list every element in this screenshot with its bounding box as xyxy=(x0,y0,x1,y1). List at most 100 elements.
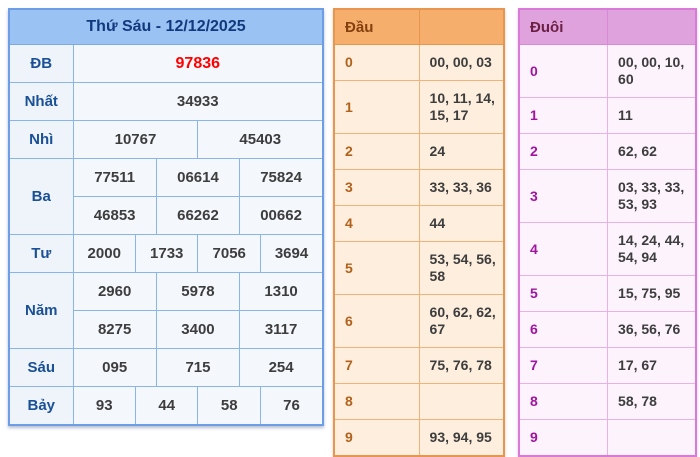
dau-row: 0 00, 00, 03 xyxy=(333,44,505,81)
dau-row: 9 93, 94, 95 xyxy=(333,419,505,457)
digit-cell: 5 xyxy=(518,275,609,312)
prize-value: 66262 xyxy=(155,196,241,235)
digit-cell: 0 xyxy=(333,44,420,81)
dau-header-empty xyxy=(418,8,505,45)
prize-value: 3694 xyxy=(259,234,324,273)
prize-row-bay: Bảy 93 44 58 76 xyxy=(8,386,324,426)
values-cell: 10, 11, 14, 15, 17 xyxy=(418,80,505,134)
prize-value: 76 xyxy=(259,386,324,426)
values-cell: 15, 75, 95 xyxy=(607,275,697,312)
prize-value: 75824 xyxy=(239,158,324,197)
duoi-header-empty xyxy=(607,8,697,45)
prize-label: Tư xyxy=(8,234,74,273)
digit-cell: 7 xyxy=(518,347,609,384)
values-cell: 14, 24, 44, 54, 94 xyxy=(607,222,697,276)
prize-value: 10767 xyxy=(72,120,199,159)
duoi-row: 7 17, 67 xyxy=(518,347,697,384)
prize-value: 2000 xyxy=(72,234,136,273)
values-cell: 24 xyxy=(418,133,505,170)
dau-row: 6 60, 62, 62, 67 xyxy=(333,294,505,348)
values-cell xyxy=(607,419,697,457)
prize-row-nam: Năm 2960 5978 1310 xyxy=(8,272,324,349)
values-cell: 11 xyxy=(607,97,697,134)
digit-cell: 6 xyxy=(333,294,420,348)
prize-label: Nhì xyxy=(8,120,74,159)
duoi-row: 6 36, 56, 76 xyxy=(518,311,697,348)
prize-row-nam-2: 8275 3400 3117 xyxy=(9,310,324,349)
prize-value: 93 xyxy=(72,386,136,426)
duoi-row: 1 11 xyxy=(518,97,697,134)
values-cell: 75, 76, 78 xyxy=(418,347,505,384)
prize-value: 8275 xyxy=(72,310,157,349)
digit-cell: 6 xyxy=(518,311,609,348)
values-cell: 00, 00, 10, 60 xyxy=(607,44,697,98)
special-prize-value: 97836 xyxy=(72,44,324,83)
prize-value: 45403 xyxy=(197,120,324,159)
values-cell: 17, 67 xyxy=(607,347,697,384)
values-cell: 53, 54, 56, 58 xyxy=(418,241,505,295)
prize-value: 44 xyxy=(134,386,199,426)
prize-row-ba: Ba 77511 06614 75824 xyxy=(8,158,324,235)
duoi-row: 8 58, 78 xyxy=(518,383,697,420)
prize-value: 34933 xyxy=(72,82,324,121)
values-cell xyxy=(418,383,505,420)
digit-cell: 9 xyxy=(518,419,609,457)
prize-value: 77511 xyxy=(72,158,157,197)
dau-header-row: Đầu xyxy=(333,8,505,45)
prize-value: 254 xyxy=(239,348,324,387)
values-cell: 00, 00, 03 xyxy=(418,44,505,81)
values-cell: 03, 33, 33, 53, 93 xyxy=(607,169,697,223)
duoi-row: 2 62, 62 xyxy=(518,133,697,170)
prize-value: 3400 xyxy=(155,310,241,349)
prize-row-tu: Tư 2000 1733 7056 3694 xyxy=(8,234,324,273)
dau-row: 8 xyxy=(333,383,505,420)
digit-cell: 9 xyxy=(333,419,420,457)
prize-value: 7056 xyxy=(197,234,261,273)
prize-row-nhat: Nhất 34933 xyxy=(8,82,324,121)
prize-label: Ba xyxy=(8,158,74,235)
digit-cell: 7 xyxy=(333,347,420,384)
digit-cell: 2 xyxy=(333,133,420,170)
values-cell: 58, 78 xyxy=(607,383,697,420)
duoi-row: 3 03, 33, 33, 53, 93 xyxy=(518,169,697,223)
digit-cell: 3 xyxy=(518,169,609,223)
duoi-row: 5 15, 75, 95 xyxy=(518,275,697,312)
prize-row-sau: Sáu 095 715 254 xyxy=(8,348,324,387)
dau-header: Đầu xyxy=(333,8,420,45)
values-cell: 33, 33, 36 xyxy=(418,169,505,206)
prize-label: Bảy xyxy=(8,386,74,426)
prize-value: 2960 xyxy=(72,272,157,311)
duoi-row: 4 14, 24, 44, 54, 94 xyxy=(518,222,697,276)
digit-cell: 3 xyxy=(333,169,420,206)
duoi-table: Đuôi 0 00, 00, 10, 60 1 11 2 62, 62 3 03… xyxy=(518,8,698,457)
dau-table: Đầu 0 00, 00, 03 1 10, 11, 14, 15, 17 2 … xyxy=(333,8,506,457)
digit-cell: 1 xyxy=(518,97,609,134)
values-cell: 60, 62, 62, 67 xyxy=(418,294,505,348)
prize-value: 1310 xyxy=(239,272,324,311)
values-cell: 36, 56, 76 xyxy=(607,311,697,348)
dau-row: 7 75, 76, 78 xyxy=(333,347,505,384)
lottery-results-table: Thứ Sáu - 12/12/2025 ĐB 97836 Nhất 34933… xyxy=(8,8,325,426)
prize-label: Năm xyxy=(8,272,74,349)
prize-row-db: ĐB 97836 xyxy=(8,44,324,83)
digit-cell: 8 xyxy=(518,383,609,420)
prize-value: 00662 xyxy=(239,196,324,235)
results-date-title: Thứ Sáu - 12/12/2025 xyxy=(8,8,324,45)
dau-row: 4 44 xyxy=(333,205,505,242)
prize-label: Sáu xyxy=(8,348,74,387)
prize-value: 1733 xyxy=(134,234,199,273)
values-cell: 93, 94, 95 xyxy=(418,419,505,457)
dau-row: 2 24 xyxy=(333,133,505,170)
duoi-row: 0 00, 00, 10, 60 xyxy=(518,44,697,98)
prize-row-nhi: Nhì 10767 45403 xyxy=(8,120,324,159)
prize-value: 3117 xyxy=(239,310,324,349)
digit-cell: 0 xyxy=(518,44,609,98)
digit-cell: 5 xyxy=(333,241,420,295)
values-cell: 62, 62 xyxy=(607,133,697,170)
prize-row-ba-2: 46853 66262 00662 xyxy=(9,196,324,235)
prize-value: 5978 xyxy=(155,272,241,311)
dau-row: 1 10, 11, 14, 15, 17 xyxy=(333,80,505,134)
digit-cell: 4 xyxy=(333,205,420,242)
digit-cell: 2 xyxy=(518,133,609,170)
